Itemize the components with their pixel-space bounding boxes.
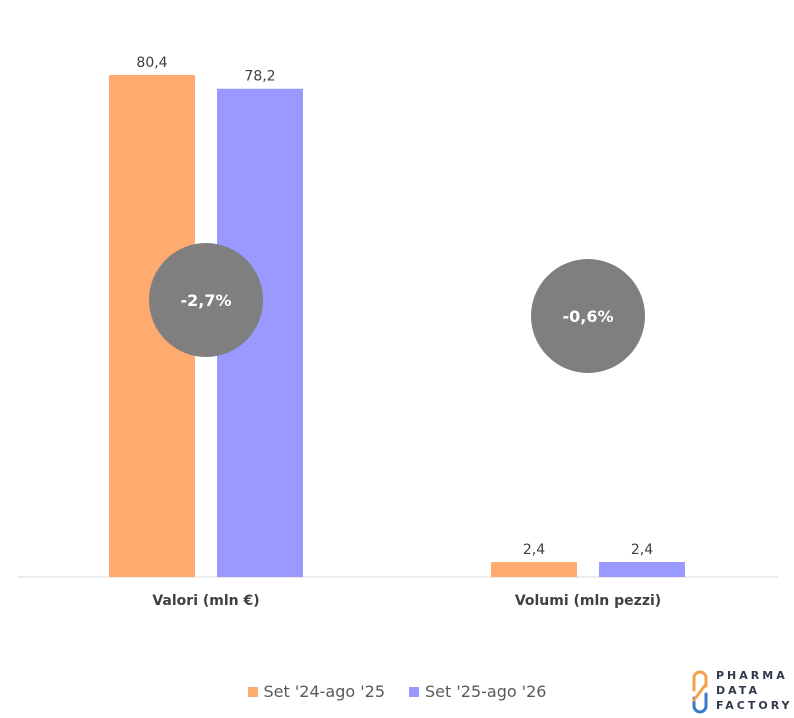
logo-word-1: PHARMA	[716, 669, 788, 682]
bar-1-cat-2	[491, 562, 577, 577]
legend-item-series-2: Set '25-ago '26	[409, 682, 546, 701]
data-label-2-cat-1: 78,2	[244, 69, 275, 85]
legend-swatch-series-2	[409, 686, 419, 697]
data-label-2-cat-2: 2,4	[631, 542, 653, 558]
logo-mark-icon	[692, 670, 708, 714]
bar-2-cat-2	[599, 562, 685, 577]
logo-word-3: FACTORY	[716, 699, 793, 712]
legend-label-series-2: Set '25-ago '26	[425, 682, 547, 701]
legend-label-series-1: Set '24-ago '25	[263, 682, 385, 701]
legend-swatch-series-1	[247, 686, 258, 697]
change-badge-1	[149, 243, 263, 357]
bar-chart: -2,7% -0,6% 80,4 78,2 Valori (mln €) 2,4 2,4 V…	[18, 55, 778, 609]
legend-item-series-1: Set '24-ago '25	[247, 682, 385, 701]
change-badge-text-1: -2,7%	[180, 291, 231, 310]
change-badge-text-2: -0,6%	[562, 307, 613, 326]
change-badge-2	[531, 259, 645, 373]
pharma-data-factory-logo: PHARMA DATA FACTORY	[690, 668, 790, 716]
category-label-2: Volumi (mln pezzi)	[515, 593, 661, 609]
logo-word-2: DATA	[716, 684, 760, 697]
data-label-1-cat-2: 2,4	[523, 542, 545, 558]
data-label-1-cat-1: 80,4	[136, 55, 167, 71]
legend: Set '24-ago '25 Set '25-ago '26	[0, 682, 794, 701]
category-label-1: Valori (mln €)	[152, 593, 259, 609]
